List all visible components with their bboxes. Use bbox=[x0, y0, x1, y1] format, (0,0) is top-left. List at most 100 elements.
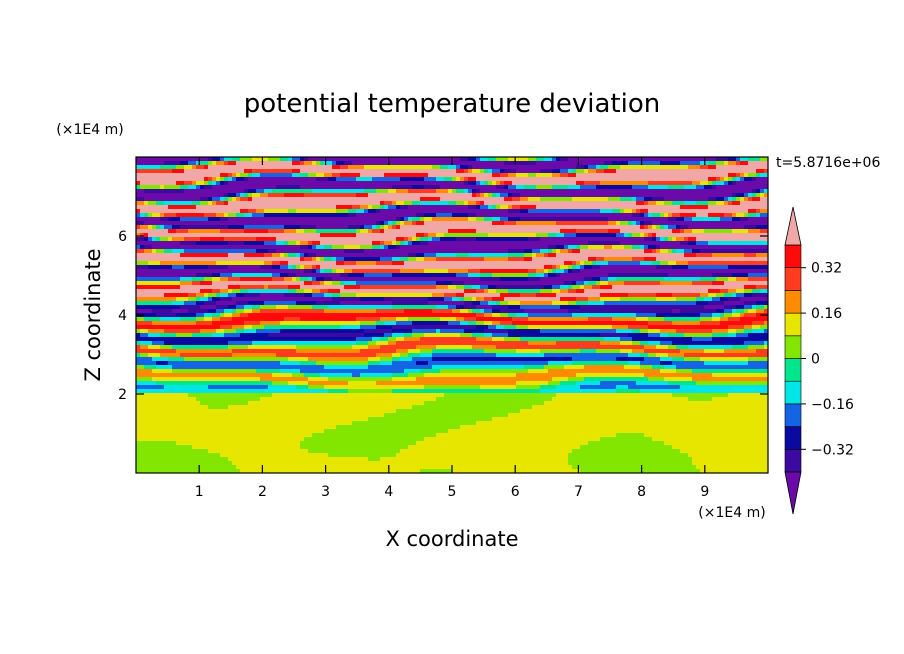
contour-cell bbox=[364, 241, 369, 246]
contour-cell bbox=[684, 177, 689, 182]
contour-cell bbox=[464, 161, 469, 166]
contour-cell bbox=[364, 157, 369, 162]
contour-cell bbox=[632, 209, 637, 214]
contour-cell bbox=[424, 205, 429, 210]
contour-cell bbox=[436, 237, 441, 242]
contour-cell bbox=[572, 185, 577, 190]
contour-cell bbox=[228, 257, 233, 262]
contour-cell bbox=[152, 189, 157, 194]
contour-cell bbox=[324, 253, 329, 258]
contour-cell bbox=[176, 229, 181, 234]
contour-cell bbox=[504, 173, 509, 178]
contour-cell bbox=[312, 249, 317, 254]
contour-cell bbox=[412, 185, 417, 190]
contour-cell bbox=[516, 273, 521, 278]
contour-cell bbox=[260, 165, 265, 170]
contour-cell bbox=[724, 169, 729, 174]
contour-cell bbox=[464, 209, 469, 214]
contour-cell bbox=[308, 213, 313, 218]
contour-cell bbox=[172, 281, 177, 286]
contour-cell bbox=[608, 249, 613, 254]
contour-cell bbox=[736, 237, 741, 242]
contour-cell bbox=[588, 241, 593, 246]
contour-cell bbox=[488, 217, 493, 222]
contour-cell bbox=[692, 229, 697, 234]
contour-cell bbox=[572, 189, 577, 194]
contour-cell bbox=[544, 225, 549, 230]
contour-cell bbox=[272, 241, 277, 246]
contour-cell bbox=[752, 161, 757, 166]
contour-cell bbox=[600, 165, 605, 170]
contour-cell bbox=[672, 229, 677, 234]
contour-cell bbox=[732, 269, 737, 274]
contour-cell bbox=[544, 253, 549, 258]
contour-cell bbox=[436, 205, 441, 210]
contour-cell bbox=[664, 185, 669, 190]
contour-cell bbox=[688, 213, 693, 218]
contour-cell bbox=[612, 253, 617, 258]
contour-cell bbox=[388, 225, 393, 230]
contour-cell bbox=[144, 185, 149, 190]
contour-cell bbox=[428, 249, 433, 254]
contour-cell bbox=[328, 209, 333, 214]
contour-cell bbox=[700, 209, 705, 214]
contour-cell bbox=[660, 185, 665, 190]
contour-cell bbox=[436, 257, 441, 262]
contour-cell bbox=[320, 269, 325, 274]
contour-cell bbox=[208, 221, 213, 226]
contour-cell bbox=[624, 173, 629, 178]
contour-cell bbox=[600, 265, 605, 270]
contour-cell bbox=[356, 281, 361, 286]
contour-cell bbox=[444, 161, 449, 166]
contour-cell bbox=[516, 213, 521, 218]
contour-cell bbox=[348, 209, 353, 214]
contour-cell bbox=[344, 265, 349, 270]
contour-cell bbox=[400, 229, 405, 234]
contour-cell bbox=[400, 257, 405, 262]
contour-cell bbox=[628, 221, 633, 226]
contour-cell bbox=[548, 201, 553, 206]
contour-cell bbox=[304, 229, 309, 234]
contour-cell bbox=[564, 177, 569, 182]
contour-cell bbox=[756, 261, 761, 266]
contour-cell bbox=[492, 221, 497, 226]
contour-cell bbox=[544, 269, 549, 274]
contour-cell bbox=[504, 237, 509, 242]
contour-cell bbox=[304, 237, 309, 242]
contour-cell bbox=[412, 177, 417, 182]
contour-cell bbox=[468, 169, 473, 174]
contour-cell bbox=[160, 205, 165, 210]
contour-cell bbox=[480, 253, 485, 258]
contour-cell bbox=[568, 201, 573, 206]
contour-cell bbox=[296, 169, 301, 174]
contour-cell bbox=[372, 189, 377, 194]
contour-cell bbox=[280, 237, 285, 242]
contour-cell bbox=[548, 165, 553, 170]
contour-cell bbox=[700, 277, 705, 282]
contour-cell bbox=[516, 177, 521, 182]
contour-cell bbox=[184, 269, 189, 274]
contour-cell bbox=[728, 241, 733, 246]
contour-cell bbox=[512, 253, 517, 258]
contour-cell bbox=[332, 169, 337, 174]
contour-cell bbox=[440, 205, 445, 210]
contour-cell bbox=[224, 181, 229, 186]
contour-cell bbox=[652, 273, 657, 278]
contour-cell bbox=[280, 241, 285, 246]
contour-cell bbox=[764, 181, 768, 186]
contour-cell bbox=[756, 189, 761, 194]
contour-cell bbox=[256, 277, 261, 282]
contour-cell bbox=[324, 173, 329, 178]
contour-cell bbox=[712, 157, 717, 162]
contour-cell bbox=[432, 209, 437, 214]
contour-cell bbox=[528, 197, 533, 202]
contour-cell bbox=[388, 189, 393, 194]
contour-cell bbox=[504, 157, 509, 162]
contour-cell bbox=[240, 265, 245, 270]
contour-cell bbox=[212, 249, 217, 254]
contour-cell bbox=[388, 233, 393, 238]
contour-cell bbox=[676, 165, 681, 170]
contour-cell bbox=[484, 277, 489, 282]
contour-cell bbox=[292, 249, 297, 254]
contour-cell bbox=[392, 257, 397, 262]
